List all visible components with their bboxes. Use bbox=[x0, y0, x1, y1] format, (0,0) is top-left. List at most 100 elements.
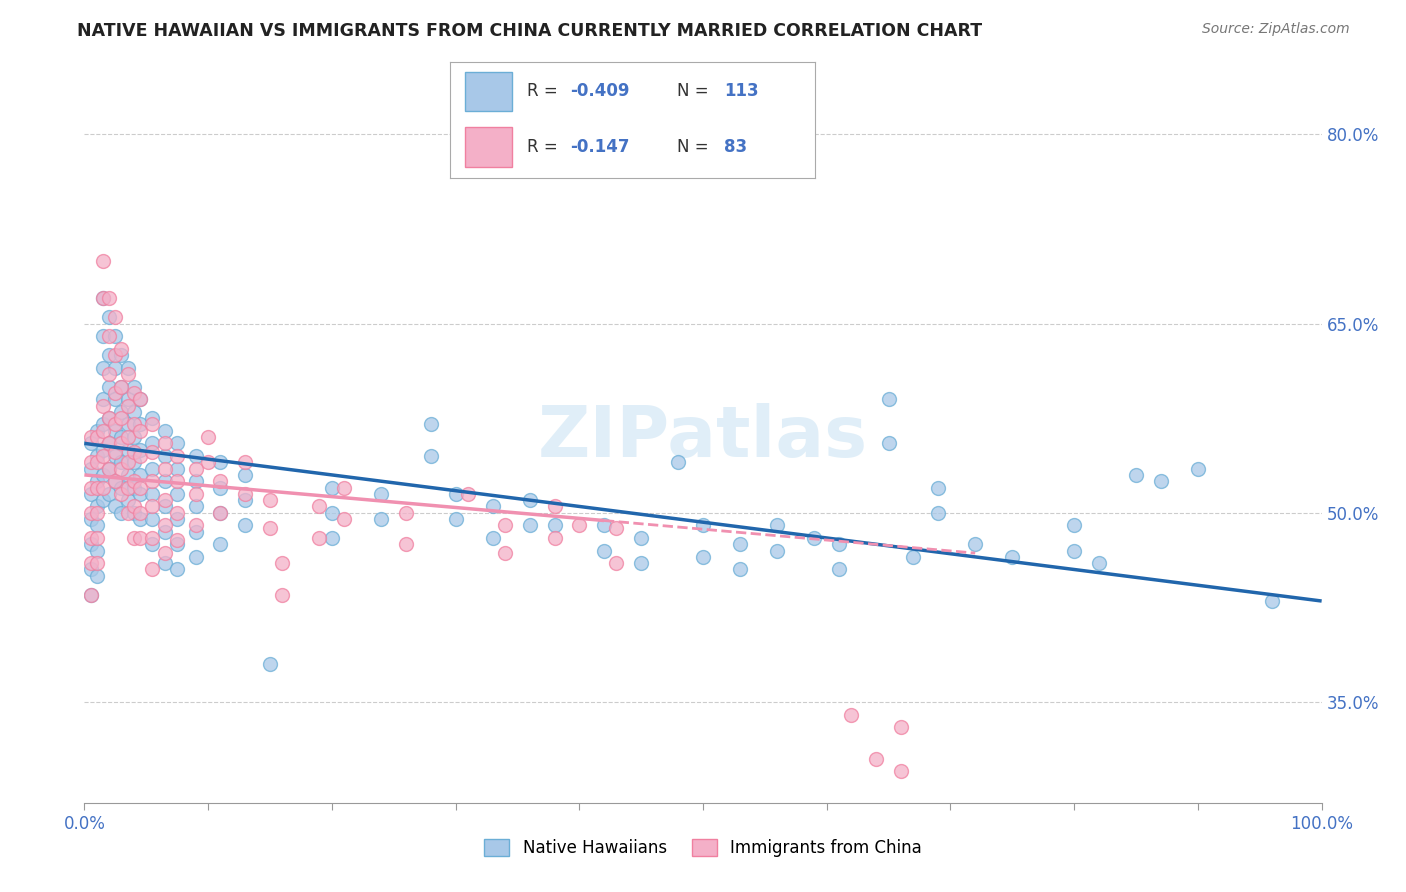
Point bbox=[308, 500, 330, 514]
Point bbox=[153, 474, 176, 488]
Point bbox=[91, 442, 114, 457]
Point bbox=[91, 481, 114, 495]
Point bbox=[1125, 467, 1147, 482]
Point bbox=[104, 348, 127, 362]
Point bbox=[98, 411, 121, 425]
Point bbox=[166, 562, 188, 576]
Point bbox=[481, 500, 503, 514]
Point bbox=[166, 461, 188, 475]
Point bbox=[79, 436, 101, 450]
Point bbox=[543, 518, 565, 533]
Point bbox=[86, 556, 108, 570]
Point bbox=[129, 449, 152, 463]
Point bbox=[86, 449, 108, 463]
Point bbox=[129, 392, 152, 407]
Point bbox=[86, 455, 108, 469]
Point bbox=[370, 487, 392, 501]
Point bbox=[166, 512, 188, 526]
Point bbox=[519, 518, 541, 533]
Point bbox=[209, 481, 232, 495]
Point bbox=[321, 506, 343, 520]
Point bbox=[86, 424, 108, 438]
Point bbox=[129, 531, 152, 545]
Point bbox=[110, 455, 132, 469]
Point bbox=[395, 506, 418, 520]
Point bbox=[141, 417, 163, 432]
Point bbox=[877, 436, 900, 450]
Point bbox=[129, 392, 152, 407]
Point bbox=[91, 392, 114, 407]
Point bbox=[184, 549, 207, 564]
Point bbox=[91, 467, 114, 482]
Point bbox=[104, 360, 127, 375]
Point bbox=[308, 531, 330, 545]
Point bbox=[79, 562, 101, 576]
Point bbox=[117, 467, 139, 482]
Legend: Native Hawaiians, Immigrants from China: Native Hawaiians, Immigrants from China bbox=[478, 832, 928, 864]
Point bbox=[122, 386, 145, 401]
Point bbox=[86, 474, 108, 488]
Point bbox=[877, 392, 900, 407]
Point bbox=[117, 399, 139, 413]
Point bbox=[593, 543, 616, 558]
Point bbox=[110, 506, 132, 520]
Point bbox=[593, 518, 616, 533]
Point bbox=[79, 531, 101, 545]
Point bbox=[1001, 549, 1024, 564]
Point bbox=[141, 531, 163, 545]
Point bbox=[568, 518, 591, 533]
Point bbox=[98, 348, 121, 362]
Point bbox=[79, 461, 101, 475]
Point bbox=[184, 518, 207, 533]
Point bbox=[98, 436, 121, 450]
Point bbox=[166, 449, 188, 463]
Point bbox=[184, 461, 207, 475]
Point bbox=[153, 424, 176, 438]
Point bbox=[543, 531, 565, 545]
Point bbox=[766, 518, 789, 533]
Point bbox=[321, 481, 343, 495]
Point bbox=[91, 449, 114, 463]
Point bbox=[233, 487, 256, 501]
Point bbox=[110, 481, 132, 495]
Point bbox=[129, 487, 152, 501]
Text: 113: 113 bbox=[724, 82, 759, 101]
Point bbox=[79, 556, 101, 570]
Point bbox=[91, 417, 114, 432]
Point bbox=[766, 543, 789, 558]
Point bbox=[122, 474, 145, 488]
Point bbox=[122, 506, 145, 520]
Point bbox=[209, 474, 232, 488]
Point bbox=[91, 291, 114, 305]
Point bbox=[141, 445, 163, 459]
Point bbox=[184, 474, 207, 488]
Point bbox=[98, 436, 121, 450]
Point bbox=[86, 506, 108, 520]
Point bbox=[129, 481, 152, 495]
Point bbox=[98, 461, 121, 475]
Point bbox=[110, 436, 132, 450]
Text: NATIVE HAWAIIAN VS IMMIGRANTS FROM CHINA CURRENTLY MARRIED CORRELATION CHART: NATIVE HAWAIIAN VS IMMIGRANTS FROM CHINA… bbox=[77, 22, 983, 40]
Text: -0.409: -0.409 bbox=[571, 82, 630, 101]
Point bbox=[692, 549, 714, 564]
Point bbox=[104, 424, 127, 438]
Point bbox=[197, 430, 219, 444]
Point bbox=[79, 506, 101, 520]
Point bbox=[129, 512, 152, 526]
Point bbox=[333, 512, 356, 526]
Point bbox=[184, 524, 207, 539]
Point bbox=[153, 524, 176, 539]
Point bbox=[605, 556, 627, 570]
Point bbox=[333, 481, 356, 495]
Point bbox=[98, 329, 121, 343]
Point bbox=[166, 436, 188, 450]
Point bbox=[803, 531, 825, 545]
Point bbox=[122, 430, 145, 444]
Point bbox=[141, 487, 163, 501]
Point bbox=[117, 430, 139, 444]
Point bbox=[153, 461, 176, 475]
Point bbox=[141, 436, 163, 450]
Point bbox=[91, 399, 114, 413]
Text: R =: R = bbox=[527, 138, 568, 156]
Point bbox=[110, 405, 132, 419]
